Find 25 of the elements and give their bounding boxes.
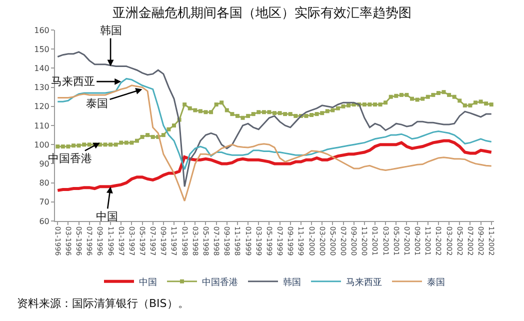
y-tick-label: 100 (34, 140, 50, 150)
line-series (56, 84, 492, 202)
legend-label: 马来西亚 (346, 276, 382, 288)
y-tick-label: 120 (34, 102, 50, 112)
y-tick-label: 110 (34, 121, 50, 130)
y-tick-label: 80 (39, 178, 50, 188)
chart-title: 亚洲金融危机期间各国（地区）实际有效汇率趋势图 (112, 5, 412, 22)
annotation: 泰国 (86, 97, 108, 110)
line-series (56, 139, 493, 192)
text: 资料来源：国际清算银行（BIS）。 (17, 297, 189, 310)
annotation: 中国香港 (48, 152, 92, 165)
y-tick-label: 160 (34, 26, 50, 35)
y-tick-label: 90 (39, 160, 50, 168)
y-tick-label: 150 (34, 44, 50, 54)
legend-label: 泰国 (427, 276, 445, 288)
y-tick-label: 60 (39, 216, 50, 226)
y-tick-label: 140 (34, 64, 50, 73)
y-tick-label: 70 (39, 198, 50, 207)
y-tick-label: 130 (34, 83, 50, 92)
legend-label: 中国香港 (202, 276, 238, 288)
legend-label: 中国 (139, 276, 157, 288)
annotation: 中国 (96, 210, 118, 223)
annotation: 马来西亚 (51, 75, 95, 88)
legend-label: 韩国 (283, 276, 301, 288)
annotation: 韩国 (100, 24, 122, 37)
